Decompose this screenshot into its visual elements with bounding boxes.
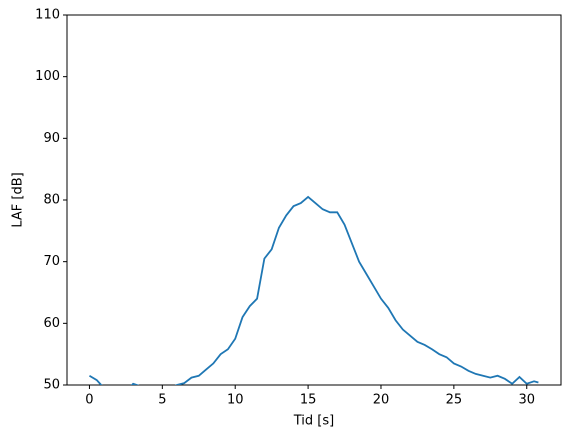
y-tick-label: 60	[43, 316, 60, 331]
x-tick-label: 30	[518, 393, 535, 408]
y-tick-label: 110	[35, 8, 60, 23]
x-tick-label: 5	[158, 393, 166, 408]
x-tick-label: 25	[446, 393, 463, 408]
x-tick-label: 0	[85, 393, 93, 408]
y-tick-label: 70	[43, 254, 60, 269]
x-tick-label: 20	[373, 393, 390, 408]
x-axis-label: Tid [s]	[293, 414, 334, 429]
x-tick-label: 15	[300, 393, 317, 408]
y-tick-label: 50	[43, 378, 60, 393]
data-line	[88, 195, 539, 385]
y-tick-label: 90	[43, 131, 60, 146]
y-tick-label: 80	[43, 193, 60, 208]
x-tick-label: 10	[227, 393, 244, 408]
y-tick-label: 100	[35, 69, 60, 84]
y-axis-label: LAF [dB]	[11, 172, 26, 227]
plot-frame	[66, 14, 562, 386]
